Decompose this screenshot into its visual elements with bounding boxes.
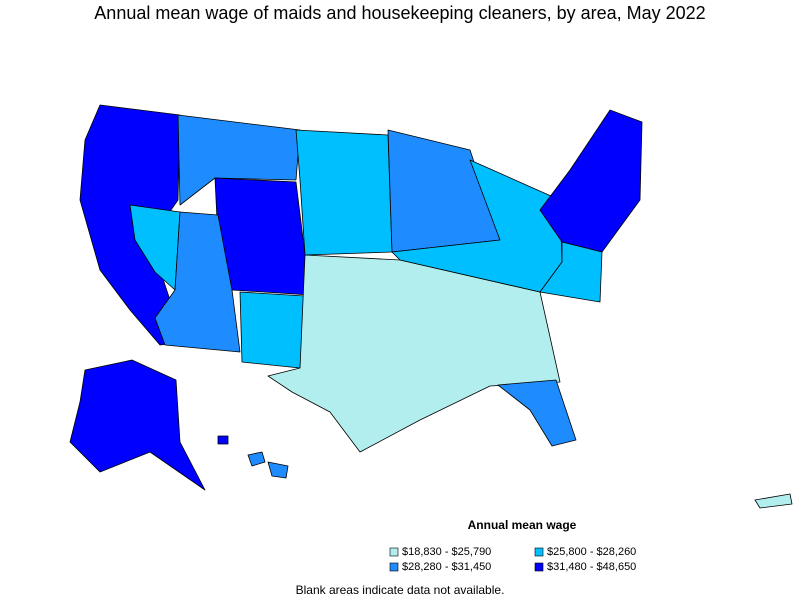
legend-title: Annual mean wage [468,518,577,532]
legend: $18,830 - $25,790 $25,800 - $28,260 $28,28… [389,546,636,573]
legend-swatch [534,562,544,572]
map-title: Annual mean wage of maids and housekeepi… [94,3,705,23]
legend-label: $25,800 - $28,260 [547,546,636,558]
legend-label: $31,480 - $48,650 [547,561,636,573]
region [239,291,306,369]
region [177,114,301,206]
region [754,493,793,509]
region [217,435,229,445]
legend-label: $28,280 - $31,450 [402,561,491,573]
region [129,204,181,291]
legend-swatch [534,547,544,557]
region [539,241,603,303]
legend-label: $18,830 - $25,790 [402,546,491,558]
legend-swatch [389,547,399,557]
map [69,104,793,509]
region [497,379,577,447]
note: Blank areas indicate data not available. [296,583,505,597]
region [267,461,289,479]
legend-swatch [389,562,399,572]
region [539,109,643,253]
region [69,359,206,491]
region [154,211,241,353]
region [247,451,266,467]
region [295,129,393,256]
